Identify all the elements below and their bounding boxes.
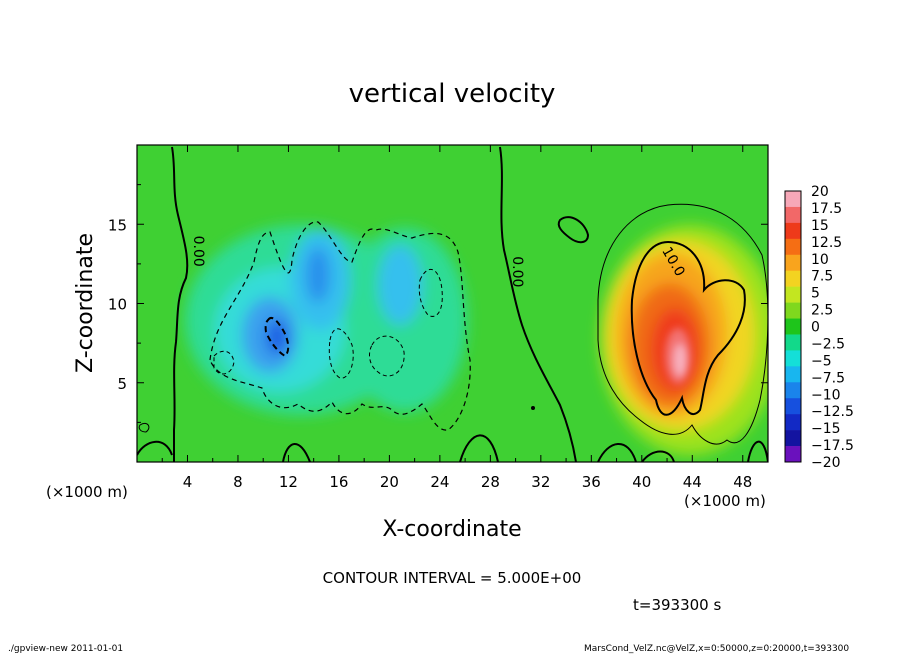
contour-zero-left [171, 146, 189, 462]
colorbar-label: 17.5 [811, 201, 842, 217]
contour-interval: CONTOUR INTERVAL = 5.000E+00 [323, 569, 582, 587]
x-tick-label: 24 [430, 473, 449, 491]
colorbar-swatch [785, 398, 801, 415]
updraft-peak [674, 344, 686, 376]
colorbar-swatch [785, 382, 801, 399]
y-axis: 5 10 15 [108, 184, 768, 423]
y-tick-label: 10 [108, 296, 127, 314]
x-tick-label: 48 [733, 473, 752, 491]
x-tick-label: 16 [329, 473, 348, 491]
colorbar-swatch [785, 318, 801, 335]
colorbar-label: 0 [811, 320, 820, 336]
contour-label: 0.00 [190, 236, 206, 267]
colorbar-frame [784, 190, 802, 463]
colorbar-label: −20 [811, 455, 841, 471]
chart-title: vertical velocity [349, 79, 556, 109]
contour-lines [137, 146, 768, 462]
contour-neg10 [264, 316, 290, 358]
colorbar-swatch [785, 302, 801, 319]
colorbar-swatch [785, 286, 801, 303]
x-tick-label: 44 [683, 473, 702, 491]
x-tick-label: 8 [233, 473, 243, 491]
colorbar-swatch [785, 222, 801, 240]
colorbar-label: 10 [811, 252, 829, 268]
colorbar-swatch [785, 191, 801, 208]
colorbar-label: −15 [811, 421, 841, 437]
colorbar-label: −5 [811, 353, 832, 369]
colorbar-swatch [785, 350, 801, 367]
colorbar-swatch [785, 254, 801, 272]
contour-zero-middle [499, 146, 577, 462]
colorbar-swatch [785, 270, 801, 287]
contour-dot [531, 406, 535, 410]
time-stamp: t=393300 s [633, 596, 721, 614]
x-tick-label: 4 [183, 473, 193, 491]
contour-five [597, 203, 768, 445]
x-axis: 4 8 12 16 20 24 28 32 36 40 44 48 [161, 145, 752, 491]
colorbar-label: 2.5 [811, 303, 833, 319]
colorbar-label: −12.5 [811, 404, 854, 420]
colorbar-swatch [785, 238, 801, 256]
x-unit-label: (×1000 m) [684, 492, 766, 510]
colorbar-label: 20 [811, 184, 829, 200]
colorbar-swatch [785, 334, 801, 351]
colorbar-swatch [785, 430, 801, 447]
y-tick-label: 15 [108, 216, 127, 234]
plot-area [137, 145, 768, 462]
colorbar-swatch [785, 446, 801, 463]
x-tick-label: 20 [380, 473, 399, 491]
contour-zero-bottom [137, 434, 768, 462]
contour-ten [630, 240, 746, 416]
colorbar: 2017.51512.5107.552.50−2.5−5−7.5−10−12.5… [784, 184, 854, 471]
footer-left: ./gpview-new 2011-01-01 [8, 644, 123, 654]
colorbar-label: −10 [811, 387, 841, 403]
footer-right: MarsCond_VelZ.nc@VelZ,x=0:50000,z=0:2000… [584, 644, 849, 654]
colorbar-swatch [785, 206, 801, 224]
colorbar-label: 5 [811, 286, 820, 302]
x-tick-label: 32 [531, 473, 550, 491]
x-tick-label: 36 [582, 473, 601, 491]
colorbar-label: −7.5 [811, 370, 845, 386]
y-tick-label: 5 [117, 375, 127, 393]
x-tick-label: 28 [481, 473, 500, 491]
colorbar-label: 7.5 [811, 269, 833, 285]
y-axis-label: Z-coordinate [73, 233, 98, 373]
colorbar-label: −2.5 [811, 336, 845, 352]
colorbar-label: 15 [811, 218, 829, 234]
colorbar-swatch [785, 366, 801, 383]
contour-label: 0.00 [509, 256, 525, 287]
contour-zero-small [138, 422, 150, 433]
colorbar-label: −17.5 [811, 438, 854, 454]
colorbar-swatch [785, 414, 801, 431]
contour-neg5-inner [213, 268, 443, 379]
x-tick-label: 40 [632, 473, 651, 491]
x-tick-label: 12 [279, 473, 298, 491]
contour-zero-closed [557, 216, 590, 244]
y-unit-label: (×1000 m) [46, 483, 128, 501]
x-axis-label: X-coordinate [382, 517, 521, 542]
colorbar-label: 12.5 [811, 235, 842, 251]
